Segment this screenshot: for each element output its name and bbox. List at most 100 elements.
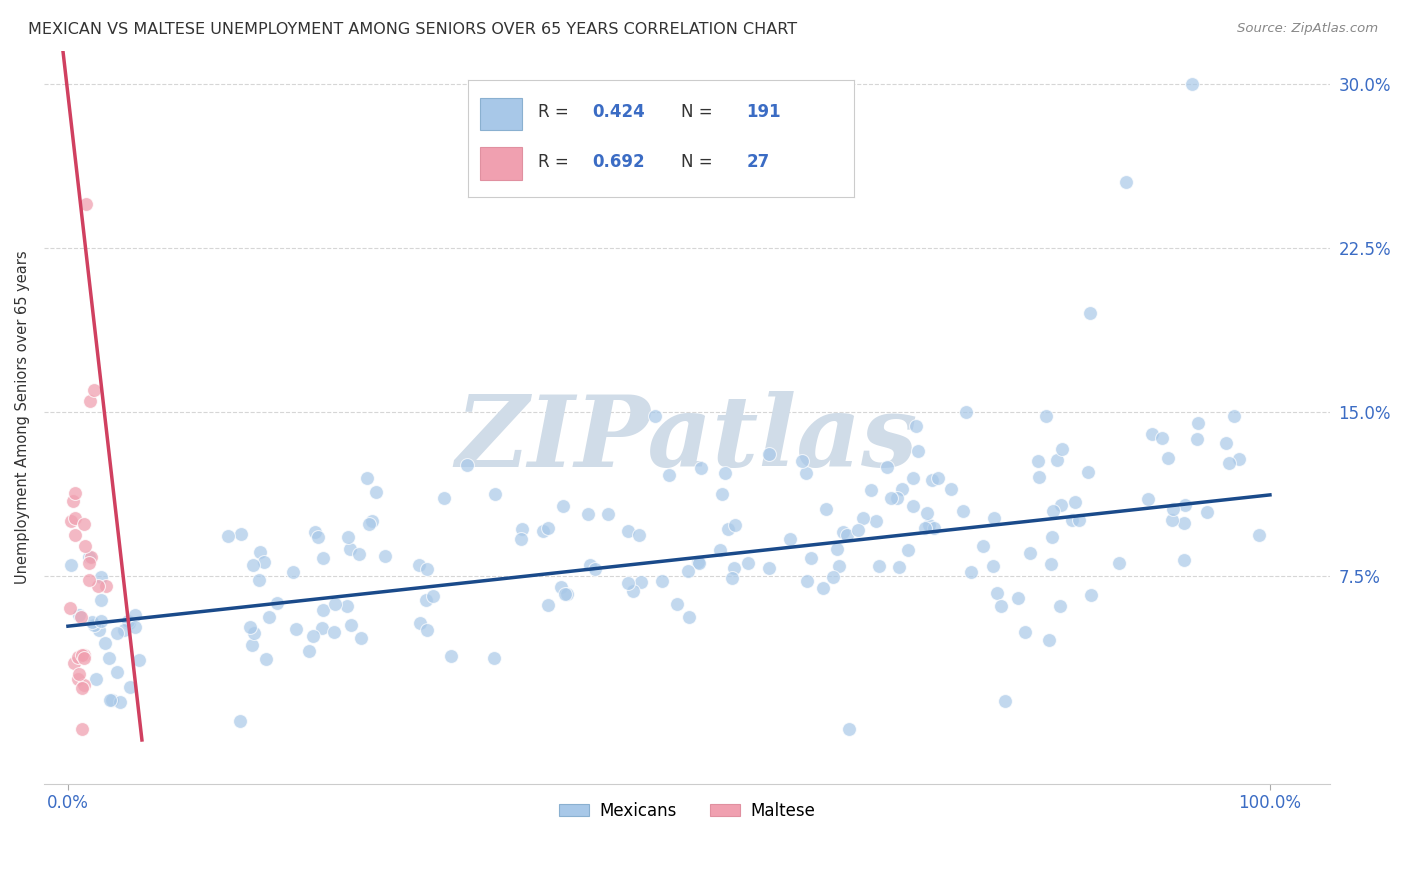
Point (229, 527, 252, 541)
Point (79, 393, 101, 408)
Point (408, 558, 430, 572)
Point (723, 561, 745, 575)
Point (550, 581, 572, 595)
Point (617, 524, 640, 538)
Point (1019, 546, 1042, 560)
Point (90, 614, 112, 628)
Point (852, 510, 875, 524)
Point (77, 549, 100, 564)
Point (583, 562, 606, 576)
Point (1247, 527, 1270, 541)
Point (128, 652, 150, 666)
Point (616, 576, 638, 591)
Point (890, 482, 912, 496)
Point (758, 561, 780, 575)
Point (311, 603, 333, 617)
Point (960, 565, 983, 579)
Point (63, 527, 86, 541)
Legend: Mexicans, Maltese: Mexicans, Maltese (553, 796, 821, 827)
Point (285, 622, 308, 636)
Point (80, 549, 103, 564)
Point (720, 571, 742, 585)
Point (724, 518, 747, 533)
Point (644, 409, 666, 423)
Point (456, 458, 478, 473)
Point (105, 626, 128, 640)
Point (596, 507, 619, 521)
Point (537, 598, 560, 612)
Point (1137, 491, 1160, 506)
Point (240, 638, 263, 652)
Point (1160, 513, 1182, 527)
Point (120, 680, 142, 694)
Point (990, 599, 1012, 613)
Point (335, 599, 357, 613)
Point (921, 473, 943, 487)
Point (323, 597, 346, 611)
Point (63, 657, 86, 671)
Point (416, 562, 439, 576)
Point (304, 524, 326, 539)
Y-axis label: Unemployment Among Seniors over 65 years: Unemployment Among Seniors over 65 years (15, 251, 30, 584)
Point (374, 549, 396, 563)
Point (1060, 513, 1083, 527)
Point (323, 624, 346, 639)
Point (1040, 529, 1063, 543)
Point (1007, 591, 1029, 606)
Point (815, 502, 838, 516)
Text: Source: ZipAtlas.com: Source: ZipAtlas.com (1237, 22, 1378, 36)
Point (1161, 501, 1184, 516)
Point (1195, 505, 1218, 519)
Point (1049, 599, 1071, 614)
Point (1067, 513, 1090, 527)
Point (1046, 453, 1069, 467)
Point (67, 607, 90, 622)
Point (868, 558, 890, 573)
Point (1142, 427, 1164, 442)
Point (1080, 588, 1102, 602)
Point (77, 573, 100, 587)
Point (77, 556, 100, 570)
Point (939, 483, 962, 497)
Point (678, 564, 700, 578)
Point (360, 514, 382, 528)
Point (630, 574, 652, 589)
Point (887, 559, 910, 574)
Point (67, 667, 90, 681)
Point (266, 596, 288, 610)
Point (1108, 556, 1130, 570)
Point (796, 574, 818, 588)
Point (301, 629, 323, 643)
Point (678, 609, 700, 624)
Point (356, 470, 378, 484)
Point (627, 528, 650, 542)
Point (66, 649, 89, 664)
Point (876, 460, 898, 475)
Point (73, 678, 96, 692)
Point (711, 487, 734, 501)
Point (1028, 469, 1050, 483)
Point (339, 541, 361, 556)
Point (658, 468, 681, 483)
Point (551, 499, 574, 513)
Point (922, 521, 945, 535)
Point (347, 547, 370, 561)
Point (779, 532, 801, 546)
Point (880, 491, 903, 506)
Point (981, 559, 1004, 574)
Point (247, 573, 270, 587)
Point (827, 542, 849, 557)
Point (312, 550, 335, 565)
Point (83, 383, 105, 397)
Point (717, 522, 740, 536)
Point (59, 514, 82, 528)
Point (62, 494, 84, 508)
Point (972, 540, 994, 554)
Point (737, 556, 759, 570)
Point (835, 528, 858, 542)
Point (415, 623, 437, 637)
Point (336, 530, 359, 544)
Point (994, 693, 1017, 707)
Point (651, 574, 673, 588)
Point (1150, 431, 1173, 445)
